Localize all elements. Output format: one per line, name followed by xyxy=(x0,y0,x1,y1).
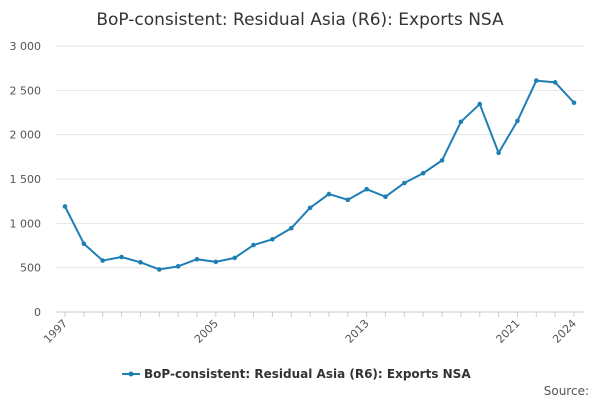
data-point[interactable] xyxy=(552,80,558,85)
gridlines xyxy=(56,45,584,269)
legend-label: BoP-consistent: Residual Asia (R6): Expo… xyxy=(144,367,471,381)
data-point[interactable] xyxy=(119,254,124,260)
x-tick-label: 2013 xyxy=(343,317,372,346)
data-point[interactable] xyxy=(62,204,68,209)
y-tick-label: 0 xyxy=(34,306,41,319)
data-point[interactable] xyxy=(213,259,219,265)
data-point[interactable] xyxy=(81,241,87,247)
source-label: Source: xyxy=(544,384,589,398)
series-layer xyxy=(62,78,577,272)
data-point[interactable] xyxy=(515,118,520,124)
data-point[interactable] xyxy=(458,119,464,125)
data-point[interactable] xyxy=(288,225,294,231)
y-tick-label: 500 xyxy=(20,262,41,275)
data-point[interactable] xyxy=(194,256,200,262)
y-tick-label: 3 000 xyxy=(10,40,42,53)
y-tick-label: 1 500 xyxy=(10,173,42,186)
data-point[interactable] xyxy=(477,101,483,107)
data-point[interactable] xyxy=(496,150,501,156)
data-point[interactable] xyxy=(138,260,143,265)
data-point[interactable] xyxy=(307,205,313,211)
legend-point-marker xyxy=(128,371,134,377)
data-point[interactable] xyxy=(364,186,369,192)
data-point[interactable] xyxy=(175,264,181,269)
series-line xyxy=(64,79,575,271)
data-point[interactable] xyxy=(251,242,256,248)
data-point[interactable] xyxy=(439,158,445,163)
x-tick-label: 1997 xyxy=(41,317,70,346)
data-point[interactable] xyxy=(533,78,539,83)
y-axis-tick-labels: 0 500 1 000 1 500 2 000 2 500 3 000 xyxy=(10,40,42,319)
y-tick-label: 2 000 xyxy=(10,129,42,142)
y-tick-label: 1 000 xyxy=(10,217,42,230)
data-point[interactable] xyxy=(402,180,407,186)
data-point[interactable] xyxy=(345,197,351,203)
data-point[interactable] xyxy=(232,255,237,261)
data-point[interactable] xyxy=(270,236,275,242)
data-point[interactable] xyxy=(100,258,106,263)
chart-title: BoP-consistent: Residual Asia (R6): Expo… xyxy=(96,10,504,30)
data-point[interactable] xyxy=(420,170,426,176)
x-tick-label: 2005 xyxy=(192,317,221,346)
x-tick-label: 2021 xyxy=(494,317,523,346)
data-point[interactable] xyxy=(326,191,332,197)
x-tick-label: 2024 xyxy=(550,317,579,346)
legend[interactable]: BoP-consistent: Residual Asia (R6): Expo… xyxy=(122,367,471,381)
data-point[interactable] xyxy=(571,100,577,106)
y-tick-label: 2 500 xyxy=(10,84,42,97)
x-axis: 1997 2005 2013 2021 2024 xyxy=(41,311,584,346)
data-point[interactable] xyxy=(156,267,162,272)
data-point[interactable] xyxy=(383,194,388,200)
